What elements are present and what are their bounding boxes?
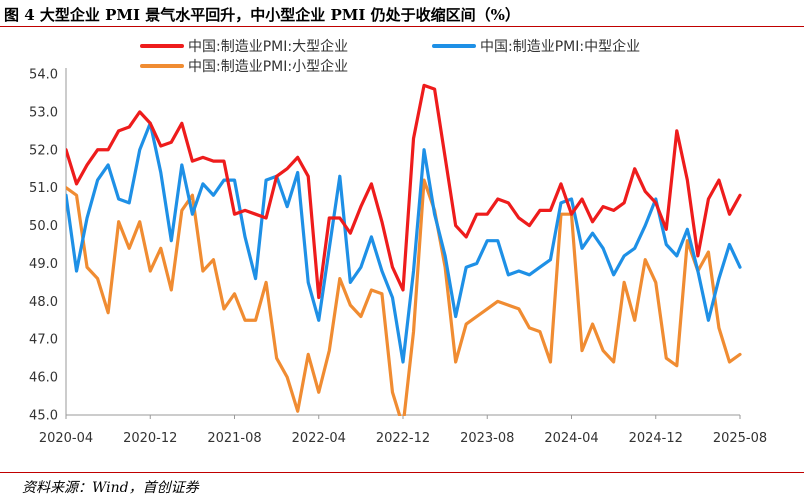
source-divider [0,472,804,473]
y-tick-label: 54.0 [29,68,58,83]
y-tick-label: 45.0 [29,409,58,424]
y-tick-label: 46.0 [29,371,58,386]
series-line-small-enterprise [66,178,742,416]
legend-item-small-enterprise: 中国:制造业PMI:小型企业 [140,58,348,75]
y-tick-label: 48.0 [29,295,58,310]
chart-legend: 中国:制造业PMI:大型企业 中国:制造业PMI:中型企业中国:制造业PMI:小型… [140,38,640,75]
data-source-note: 资料来源：Wind，首创证券 [22,480,199,496]
y-tick-label: 50.0 [29,219,58,234]
x-tick-label: 2020-12 [123,431,177,446]
legend-label: 中国:制造业PMI:小型企业 [188,58,348,75]
y-tick-label: 47.0 [29,333,58,348]
x-tick-label: 2025-08 [713,431,767,446]
legend-label: 中国:制造业PMI:大型企业 [188,38,348,55]
figure-title: 图 4 大型企业 PMI 景气水平回升，中小型企业 PMI 仍处于收缩区间（%） [4,6,520,24]
x-tick-label: 2021-08 [207,431,261,446]
series-layer [66,83,742,416]
title-divider [0,26,804,27]
x-tick-label: 2022-12 [376,431,430,446]
y-tick-label: 53.0 [29,105,58,120]
legend-label: 中国:制造业PMI:中型企业 [480,38,640,55]
pmi-line-chart: 中国:制造业PMI:大型企业 中国:制造业PMI:中型企业中国:制造业PMI:小型… [29,38,767,447]
x-tick-label: 2024-04 [544,431,598,446]
x-tick-label: 2022-04 [292,431,346,446]
y-tick-label: 52.0 [29,143,58,158]
x-tick-label: 2023-08 [460,431,514,446]
chart-axes: 45.0 46.0 47.0 48.0 49.0 50.0 51.0 52.0 53.0 54.0… [29,68,767,447]
legend-item-medium-enterprise: 中国:制造业PMI:中型企业 [432,38,640,55]
series-line-large-enterprise [66,83,742,300]
series-line-medium-enterprise [66,121,742,364]
y-tick-label: 51.0 [29,181,58,196]
x-tick-label: 2024-12 [629,431,683,446]
x-tick-label: 2020-04 [39,431,93,446]
y-tick-label: 49.0 [29,257,58,272]
legend-item-large-enterprise: 中国:制造业PMI:大型企业 [140,38,348,55]
